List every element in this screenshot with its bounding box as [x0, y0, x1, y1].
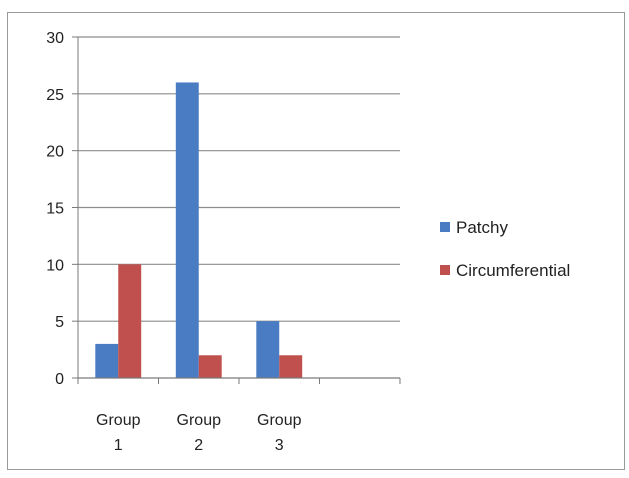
y-tick-label: 20 — [46, 144, 64, 161]
y-tick-label: 30 — [46, 30, 64, 47]
x-tick-label: Group — [177, 412, 222, 429]
y-tick-label: 15 — [46, 201, 64, 218]
y-tick-label: 5 — [55, 314, 64, 331]
x-tick-label: Group — [257, 412, 302, 429]
bar-circumferential-3 — [279, 355, 303, 378]
legend-swatch-circumferential — [440, 265, 450, 275]
y-tick-label: 0 — [55, 371, 64, 388]
bar-patchy-2 — [175, 82, 199, 378]
y-axis: 0 5 10 15 20 25 30 — [46, 30, 79, 388]
legend-label-patchy: Patchy — [456, 218, 508, 237]
bar-patchy-3 — [256, 321, 280, 378]
x-tick-label: 1 — [114, 437, 123, 454]
bar-circumferential-1 — [118, 264, 142, 378]
x-tick-label: 2 — [194, 437, 203, 454]
x-axis: Group 1 Group 2 Group 3 — [77, 377, 401, 454]
legend-swatch-patchy — [440, 222, 450, 232]
x-tick-label: 3 — [275, 437, 284, 454]
chart-frame — [7, 12, 625, 470]
bar-patchy-1 — [95, 343, 119, 378]
bar-circumferential-2 — [198, 355, 222, 378]
legend-label-circumferential: Circumferential — [456, 261, 570, 280]
y-tick-label: 10 — [46, 257, 64, 274]
bars — [95, 82, 303, 378]
y-tick-label: 25 — [46, 87, 64, 104]
legend: Patchy Circumferential — [440, 218, 570, 280]
x-tick-label: Group — [96, 412, 141, 429]
